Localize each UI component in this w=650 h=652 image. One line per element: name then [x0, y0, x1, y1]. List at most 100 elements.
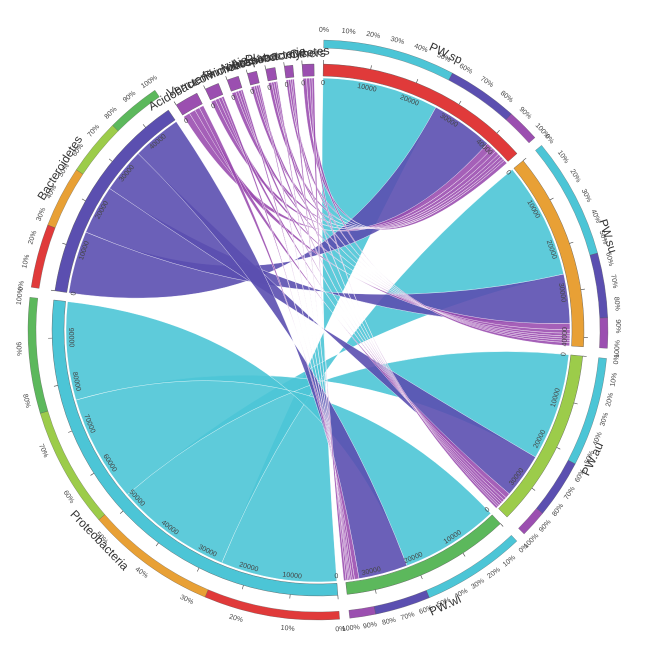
segment-arc: [54, 109, 176, 293]
tick-label: 10000: [282, 571, 302, 580]
percent-label: 90%: [363, 621, 378, 630]
tick-mark: [556, 447, 561, 450]
tick-mark: [549, 197, 554, 201]
tick-label: 10000: [357, 83, 378, 94]
percent-label: 90%: [538, 519, 552, 534]
percent-label: 40%: [134, 566, 149, 580]
tick-label: 0: [484, 506, 492, 514]
segment-arc: [51, 299, 339, 597]
tick-label: 0: [183, 117, 190, 125]
tick-label: 0: [504, 169, 512, 177]
tick-mark: [573, 402, 578, 405]
percent-label: 20%: [27, 230, 38, 245]
composition-arc: [112, 90, 160, 132]
tick-mark: [569, 241, 574, 244]
tick-label: 0: [334, 573, 339, 580]
tick-mark: [580, 288, 585, 291]
tick-mark: [225, 76, 228, 81]
segment-arc: [205, 83, 224, 101]
tick-mark: [203, 85, 206, 90]
percent-label: 10%: [341, 28, 356, 36]
composition-arc: [348, 606, 376, 619]
composition-arc: [27, 297, 49, 414]
tick-mark: [458, 100, 462, 105]
tick-mark: [531, 487, 536, 491]
percent-label: 30%: [36, 207, 48, 223]
composition-arc: [589, 252, 608, 319]
tick-mark: [173, 101, 177, 106]
tick-label: 0: [267, 84, 272, 92]
composition-arc: [518, 508, 543, 535]
percent-label: 80%: [612, 297, 620, 312]
chord-link: [311, 77, 347, 581]
tick-mark: [370, 65, 372, 70]
percent-label: 90%: [14, 342, 22, 356]
tick-mark: [522, 157, 527, 161]
percent-label: 90%: [614, 319, 621, 333]
tick-mark: [462, 552, 466, 557]
percent-label: 30%: [580, 188, 593, 204]
segment-arc: [226, 75, 243, 92]
percent-label: 60%: [458, 63, 474, 76]
tick-label: 90000: [67, 328, 75, 348]
tick-mark: [142, 124, 146, 128]
segment-arc: [322, 63, 518, 162]
percent-label: 0%: [319, 27, 329, 34]
tick-label: 30000: [361, 566, 382, 577]
segment-arc: [175, 92, 203, 116]
percent-label: 40%: [592, 431, 604, 447]
tick-mark: [283, 62, 285, 67]
tick-mark: [81, 198, 86, 202]
percent-label: 100%: [342, 624, 361, 633]
segment-arc: [345, 514, 501, 595]
tick-label: 0: [560, 352, 567, 357]
percent-label: 20%: [486, 566, 501, 580]
percent-label: 10%: [21, 254, 31, 269]
percent-label: 100%: [16, 287, 25, 306]
tick-mark: [62, 242, 67, 245]
percent-label: 70%: [87, 124, 102, 139]
percent-label: 60%: [418, 604, 434, 616]
percent-label: 30%: [390, 36, 405, 46]
percent-label: 10%: [610, 372, 619, 387]
tick-mark: [53, 385, 58, 387]
percent-label: 10%: [556, 149, 570, 164]
segment-arc: [301, 63, 315, 77]
percent-label: 80%: [381, 617, 396, 627]
tick-label: 0: [301, 80, 305, 87]
percent-label: 50%: [598, 230, 609, 245]
percent-label: 70%: [400, 611, 415, 622]
tick-mark: [500, 523, 504, 527]
tick-mark: [420, 575, 423, 580]
tick-mark: [375, 589, 377, 594]
percent-label: 10%: [280, 625, 295, 633]
tick-mark: [119, 510, 124, 514]
percent-label: 20%: [366, 31, 381, 40]
tick-label: 0: [321, 80, 325, 87]
segment-arc: [247, 70, 260, 86]
percent-label: 30%: [470, 577, 486, 590]
tick-label: 0: [70, 291, 78, 296]
tick-label: 80000: [71, 371, 82, 392]
percent-label: 0%: [613, 354, 621, 365]
percent-label: 70%: [609, 274, 618, 289]
chord-links: [65, 77, 571, 583]
percent-label: 80%: [21, 393, 31, 408]
segment-arcs: [27, 39, 609, 621]
percent-label: 20%: [568, 168, 581, 184]
tick-label: 40000: [561, 327, 569, 347]
tick-mark: [496, 130, 500, 134]
tick-label: 0: [284, 82, 289, 89]
percent-label: 70%: [479, 75, 495, 89]
composition-arc: [599, 317, 609, 349]
segment-arc: [265, 67, 278, 82]
tick-label: 0: [231, 94, 237, 102]
tick-label: 0: [250, 88, 256, 96]
segment-label: Others: [289, 46, 326, 61]
segment-label: PW.sp: [427, 40, 465, 67]
percent-label: 20%: [605, 392, 615, 407]
percent-label: 80%: [499, 90, 514, 104]
percent-label: 60%: [62, 489, 76, 505]
percent-label: 40%: [589, 209, 601, 225]
percent-label: 20%: [228, 614, 243, 625]
